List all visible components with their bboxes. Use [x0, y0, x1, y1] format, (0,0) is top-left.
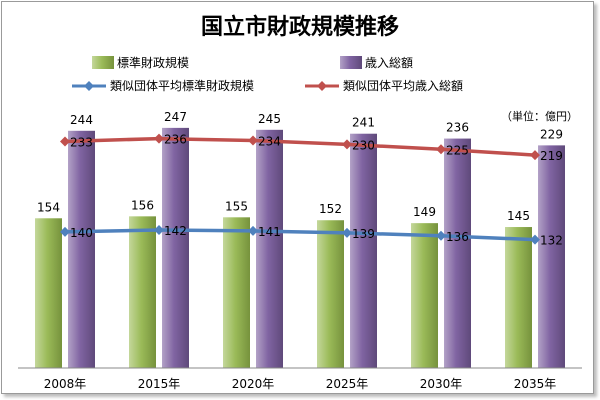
label-total-revenue-3: 241	[352, 116, 375, 130]
label-total-revenue-4: 236	[446, 121, 469, 135]
bar-total-revenue-2	[256, 129, 283, 368]
label-total-revenue-0: 244	[70, 113, 93, 127]
x-tick-label-2: 2020年	[232, 377, 275, 391]
label-similar-standard-2: 141	[258, 225, 281, 239]
label-similar-standard-1: 142	[164, 224, 187, 238]
marker-similar-revenue-5	[530, 150, 540, 161]
bar-standard-scale-2	[223, 217, 250, 368]
marker-similar-revenue-0	[60, 136, 70, 147]
label-similar-standard-4: 136	[446, 230, 469, 244]
label-similar-standard-3: 139	[352, 227, 375, 241]
label-standard-scale-4: 149	[413, 205, 436, 219]
label-similar-revenue-3: 230	[352, 138, 375, 152]
legend: 標準財政規模 歳入総額 類似団体平均標準財政規模 類似団体平均歳入総額	[72, 55, 463, 93]
legend-swatch-total-revenue	[340, 56, 362, 69]
label-similar-revenue-1: 236	[164, 133, 187, 147]
bar-total-revenue-3	[350, 133, 377, 368]
marker-similar-standard-1	[154, 224, 164, 235]
marker-similar-revenue-1	[154, 133, 164, 144]
marker-similar-standard-3	[342, 227, 352, 238]
x-tick-label-4: 2030年	[420, 377, 463, 391]
chart-title: 国立市財政規模推移	[201, 14, 399, 40]
marker-similar-standard-2	[248, 225, 258, 236]
marker-similar-standard-5	[530, 234, 540, 245]
label-standard-scale-1: 156	[131, 198, 154, 212]
x-tick-label-5: 2035年	[514, 377, 557, 391]
bar-total-revenue-5	[538, 145, 565, 368]
legend-label-similar-revenue: 類似団体平均歳入総額	[343, 79, 463, 93]
label-similar-standard-0: 140	[70, 226, 93, 240]
legend-label-standard-scale: 標準財政規模	[117, 55, 189, 70]
bar-standard-scale-4	[411, 223, 438, 368]
marker-similar-standard-0	[60, 226, 70, 237]
legend-label-similar-standard: 類似団体平均標準財政規模	[110, 78, 254, 93]
x-tick-label-3: 2025年	[326, 377, 369, 391]
marker-similar-revenue-3	[342, 139, 352, 150]
plot-area: 154 244 156 247 155 245 152 241 149 236 145 229 2008…	[18, 110, 582, 391]
x-tick-label-0: 2008年	[44, 377, 87, 391]
bar-standard-scale-5	[505, 227, 532, 368]
x-tick-label-1: 2015年	[138, 377, 181, 391]
label-similar-revenue-5: 219	[540, 149, 563, 163]
label-total-revenue-5: 229	[540, 127, 563, 141]
legend-swatch-standard-scale	[92, 56, 114, 69]
bar-standard-scale-0	[35, 218, 62, 368]
label-total-revenue-1: 247	[164, 110, 187, 124]
marker-similar-standard-4	[436, 230, 446, 241]
unit-label: （単位：億円）	[501, 109, 578, 123]
bar-standard-scale-3	[317, 220, 344, 368]
marker-similar-revenue-2	[248, 135, 258, 146]
legend-marker-similar-standard	[84, 81, 94, 91]
line-similar-standard	[64, 228, 536, 242]
label-standard-scale-0: 154	[37, 200, 60, 214]
marker-similar-revenue-4	[436, 144, 446, 155]
label-similar-revenue-0: 233	[70, 135, 93, 149]
label-standard-scale-2: 155	[225, 199, 248, 213]
bar-standard-scale-1	[129, 216, 156, 368]
label-standard-scale-3: 152	[319, 202, 342, 216]
legend-label-total-revenue: 歳入総額	[365, 56, 413, 70]
bar-total-revenue-1	[162, 127, 189, 368]
label-total-revenue-2: 245	[258, 112, 281, 126]
label-similar-revenue-4: 225	[446, 143, 469, 157]
bar-total-revenue-4	[444, 138, 471, 368]
label-similar-standard-5: 132	[540, 234, 563, 248]
legend-marker-similar-revenue	[317, 81, 327, 91]
line-similar-revenue	[64, 136, 536, 157]
bar-total-revenue-0	[68, 130, 95, 368]
label-standard-scale-5: 145	[507, 209, 530, 223]
label-similar-revenue-2: 234	[258, 135, 281, 149]
